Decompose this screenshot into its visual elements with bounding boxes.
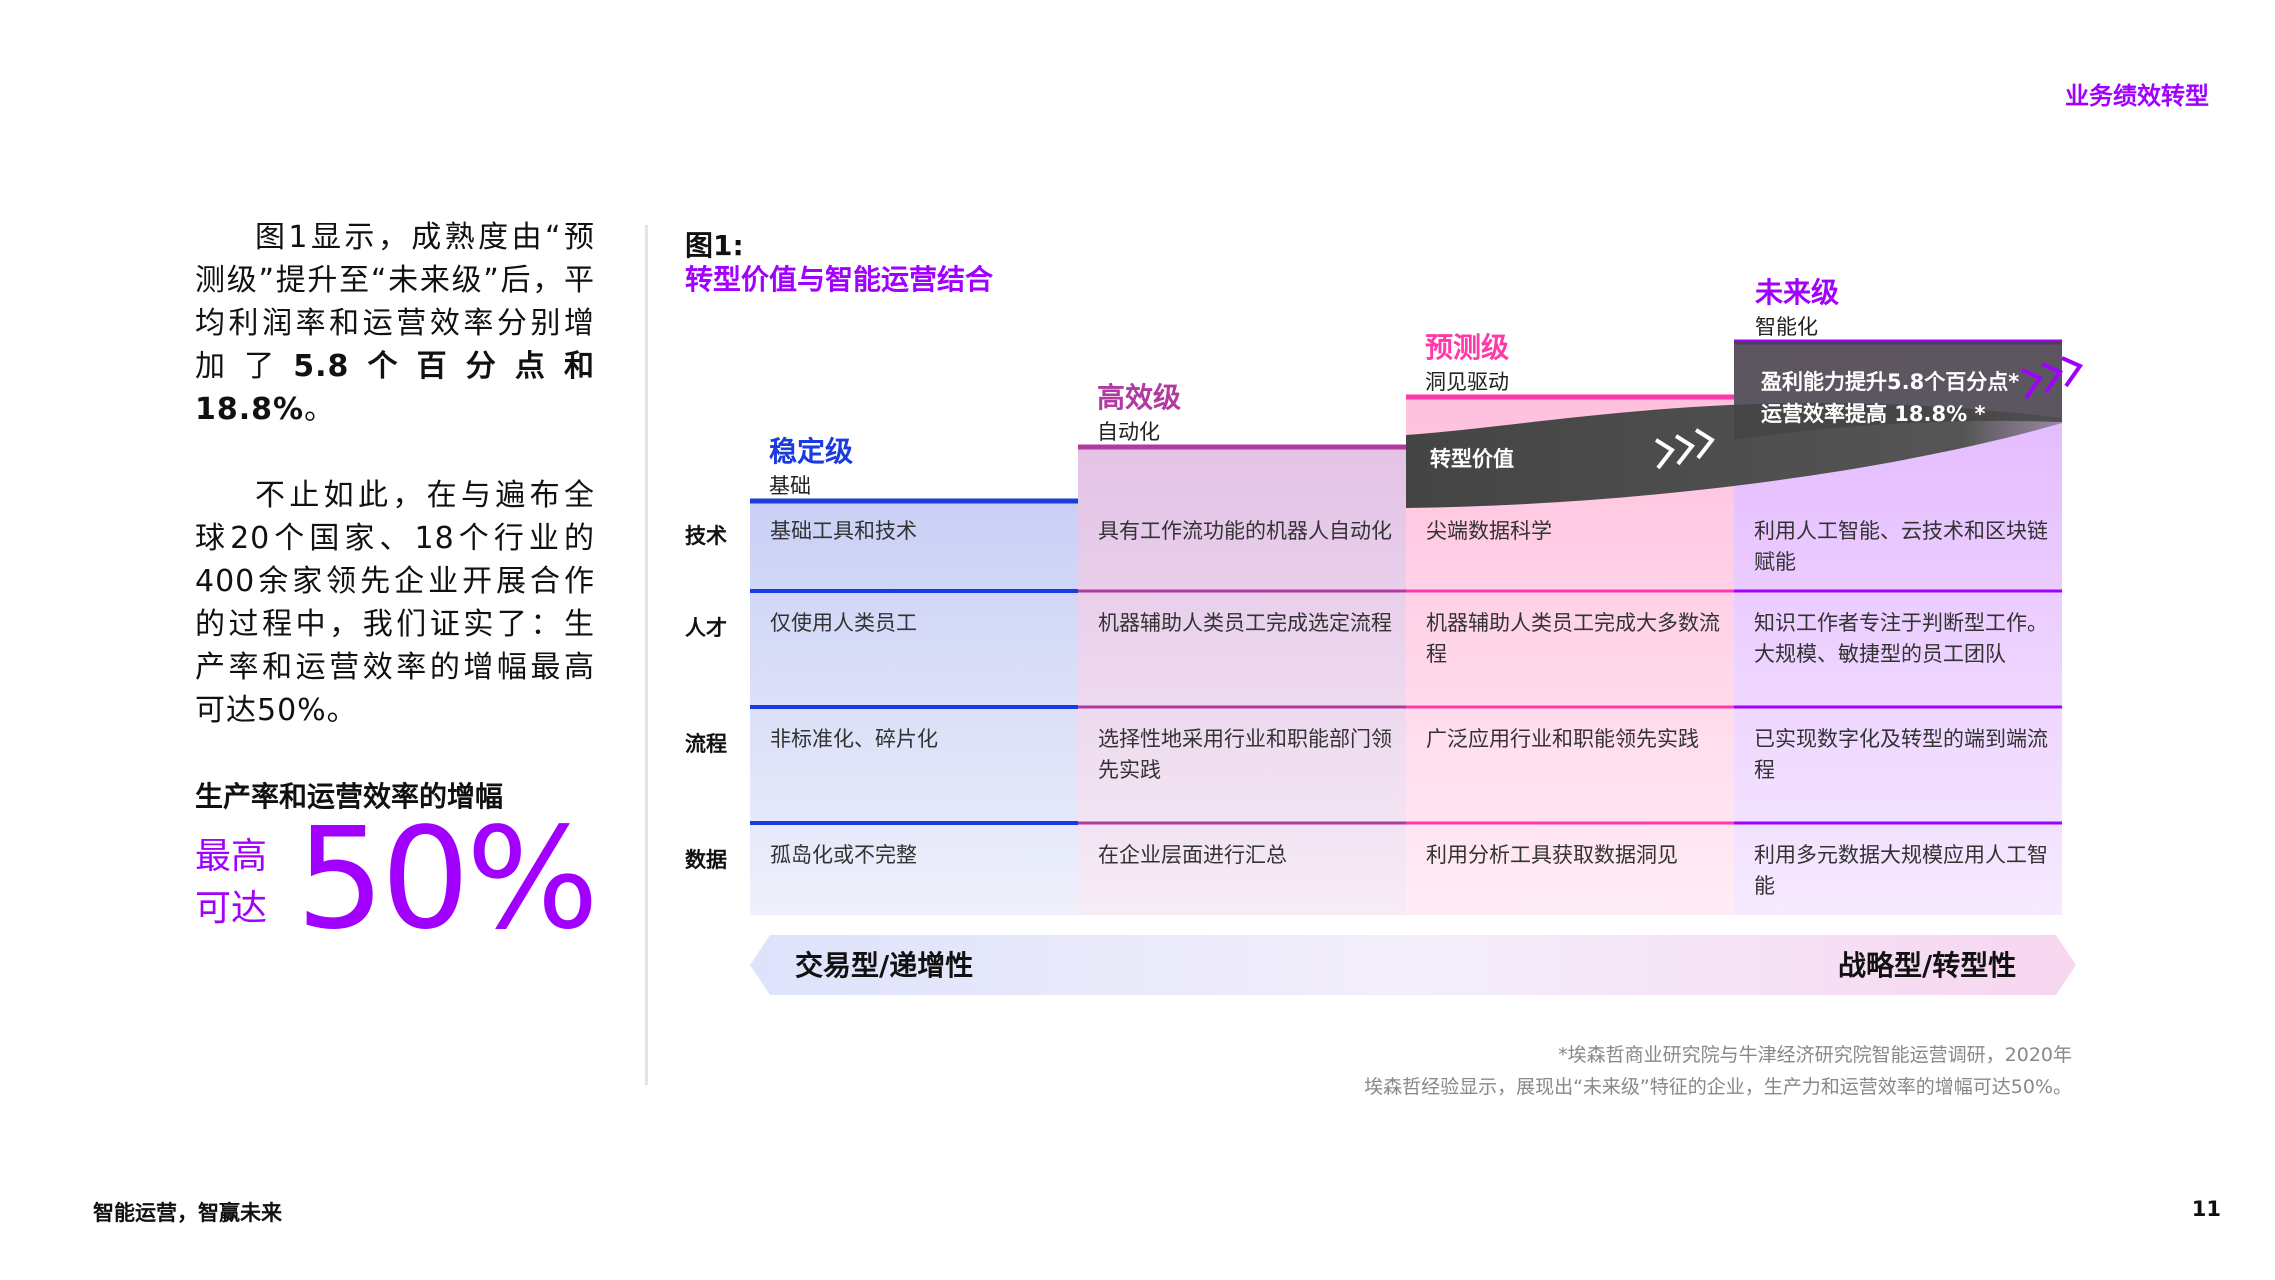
column-divider (645, 225, 648, 1085)
row-dividers (750, 589, 2062, 825)
cell-data-efficient: 在企业层面进行汇总 (1098, 843, 1287, 867)
level-sub: 自动化 (1097, 420, 1160, 444)
intro-paragraph: 图1显示，成熟度由“预测级”提升至“未来级”后，平均利润率和运营效率分别增加了5… (195, 216, 595, 431)
ribbon-label: 转型价值 (1430, 447, 1514, 471)
source-note-2: 埃森哲经验显示，展现出“未来级”特征的企业，生产力和运营效率的增幅可达50%。 (1364, 1076, 2072, 1098)
level-sub: 智能化 (1755, 315, 1818, 339)
axis-label-right: 战略型/转型性 (1838, 949, 2017, 982)
stat-row: 最高可达 50% (195, 798, 599, 961)
cell-talent-efficient: 机器辅助人类员工完成选定流程 (1098, 611, 1392, 635)
level-name: 预测级 (1425, 331, 1510, 364)
cell-tech-future: 利用人工智能、云技术和区块链赋能 (1754, 519, 2048, 574)
cell-data-future: 利用多元数据大规模应用人工智能 (1754, 843, 2048, 898)
future-value-band (1734, 342, 2062, 440)
cell-tech-predictive: 尖端数据科学 (1426, 519, 1552, 543)
cell-tech-stable: 基础工具和技术 (770, 519, 917, 543)
level-sub: 基础 (769, 474, 811, 498)
second-paragraph: 不止如此，在与遍布全球20个国家、18个行业的400余家领先企业开展合作的过程中… (195, 478, 595, 728)
figure-title: 转型价值与智能运营结合 (685, 263, 994, 296)
level-label-future: 未来级 智能化 (1755, 271, 1839, 341)
level-name: 未来级 (1755, 276, 1840, 309)
section-title: 业务绩效转型 (2065, 82, 2209, 110)
cell-data-predictive: 利用分析工具获取数据洞见 (1426, 843, 1678, 867)
callout-profit: 盈利能力提升5.8个百分点* (1761, 370, 2020, 394)
stat-prefix: 最高可达 (195, 836, 268, 929)
figure-number: 图1: (685, 229, 744, 262)
chevrons-out-icon (2021, 356, 2084, 400)
cell-talent-future: 知识工作者专注于判断型工作。大规模、敏捷型的员工团队 (1754, 611, 2048, 666)
transformation-value-ribbon (1406, 403, 2062, 508)
level-column-efficient (1078, 447, 1406, 915)
cell-process-predictive: 广泛应用行业和职能领先实践 (1426, 727, 1699, 751)
stat-label: 生产率和运营效率的增幅 (195, 780, 504, 813)
level-name: 稳定级 (769, 435, 854, 468)
page-number: 11 (2191, 1197, 2221, 1221)
row-label-tech: 技术 (685, 524, 727, 548)
left-column: 图1显示，成熟度由“预测级”提升至“未来级”后，平均利润率和运营效率分别增加了5… (195, 216, 599, 961)
stat-value: 50% (295, 798, 599, 961)
intro-end: 。 (304, 392, 336, 427)
chevrons-icon (1654, 428, 1715, 470)
footer-title: 智能运营，智赢未来 (93, 1201, 282, 1225)
cell-tech-efficient: 具有工作流功能的机器人自动化 (1098, 519, 1392, 543)
maturity-axis-arrow (750, 935, 2076, 995)
row-label-data: 数据 (685, 848, 727, 872)
callout-efficiency: 运营效率提高 18.8% * (1761, 402, 1986, 426)
intro-text: 图1显示，成熟度由“预测级”提升至“未来级”后，平均利润率和运营效率分别增加了 (195, 220, 595, 384)
level-name: 高效级 (1097, 381, 1182, 414)
axis-label-left: 交易型/递增性 (795, 949, 974, 982)
row-label-process: 流程 (685, 732, 727, 756)
cell-process-efficient: 选择性地采用行业和职能部门领先实践 (1098, 727, 1392, 782)
cell-process-stable: 非标准化、碎片化 (770, 727, 938, 751)
level-label-stable: 稳定级 基础 (769, 430, 853, 500)
cell-process-future: 已实现数字化及转型的端到端流程 (1754, 727, 2048, 782)
level-label-efficient: 高效级 自动化 (1097, 376, 1181, 446)
cell-talent-stable: 仅使用人类员工 (770, 611, 917, 635)
level-sub: 洞见驱动 (1425, 370, 1509, 394)
level-label-predictive: 预测级 洞见驱动 (1425, 326, 1509, 396)
intro-highlight: 5.8个百分点和18.8% (195, 349, 595, 427)
row-label-talent: 人才 (685, 616, 727, 640)
source-note: *埃森哲商业研究院与牛津经济研究院智能运营调研，2020年 (1558, 1044, 2072, 1066)
cell-data-stable: 孤岛化或不完整 (770, 843, 917, 867)
maturity-diagram (750, 339, 2084, 995)
cell-talent-predictive: 机器辅助人类员工完成大多数流程 (1426, 611, 1720, 666)
